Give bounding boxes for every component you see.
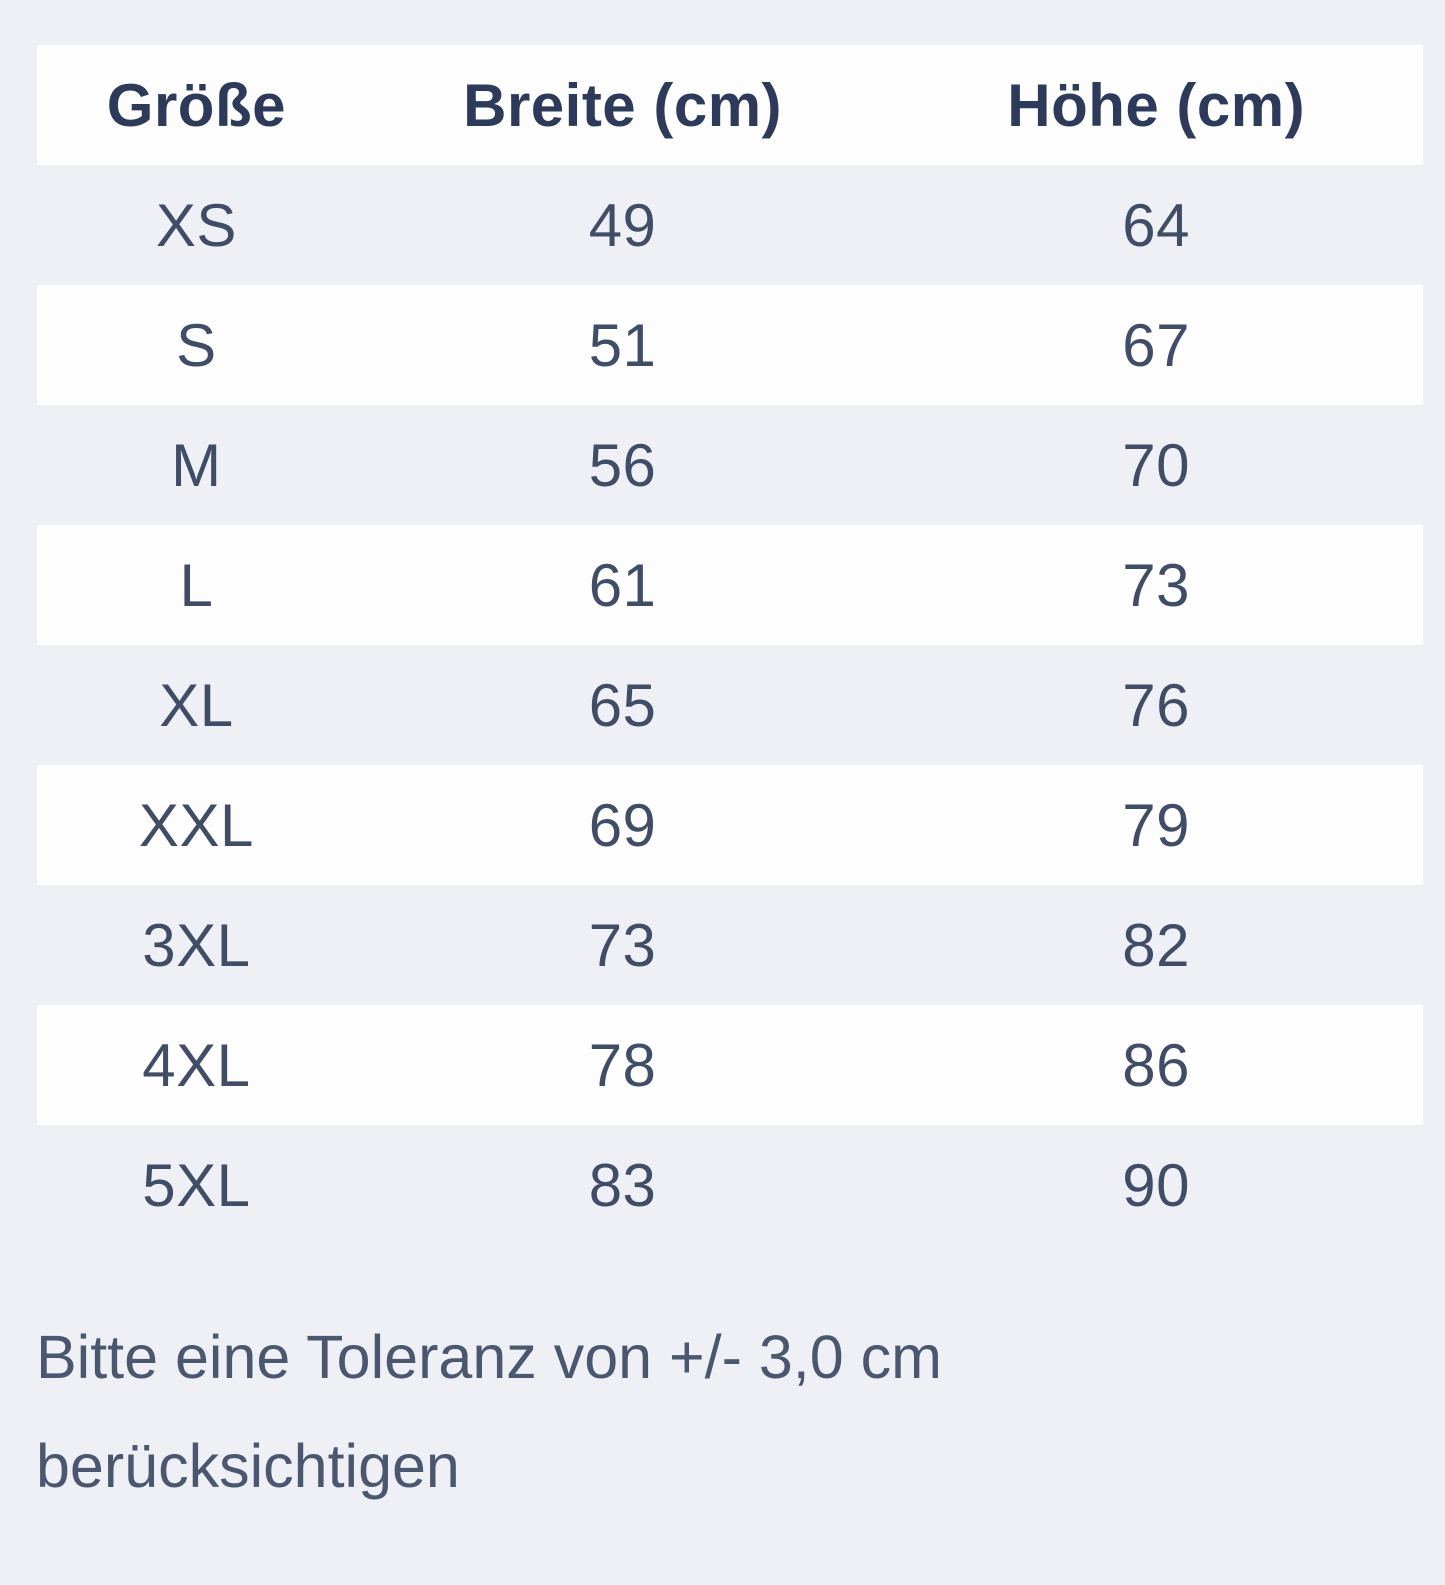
cell-breite: 61 bbox=[588, 551, 657, 619]
cell-breite: 78 bbox=[588, 1031, 657, 1099]
table-row-5xl: 5XL 83 90 bbox=[37, 1125, 1423, 1245]
header-cell-hoehe: Höhe (cm) bbox=[1007, 71, 1306, 139]
cell-hoehe: 67 bbox=[1122, 311, 1191, 379]
table-row-xs: XS 49 64 bbox=[37, 165, 1423, 285]
cell-hoehe: 82 bbox=[1122, 911, 1191, 979]
table-row-4xl: 4XL 78 86 bbox=[37, 1005, 1423, 1125]
table-row-3xl: 3XL 73 82 bbox=[37, 885, 1423, 1005]
table-row-m: M 56 70 bbox=[37, 405, 1423, 525]
cell-breite: 83 bbox=[588, 1151, 657, 1219]
table-header-row: Größe Breite (cm) Höhe (cm) bbox=[37, 45, 1423, 165]
table-row-s: S 51 67 bbox=[37, 285, 1423, 405]
tolerance-note-line1: Bitte eine Toleranz von +/- 3,0 cm bbox=[36, 1323, 942, 1391]
cell-size: XL bbox=[159, 671, 234, 739]
table-row-xl: XL 65 76 bbox=[37, 645, 1423, 765]
cell-size: 5XL bbox=[142, 1151, 251, 1219]
header-cell-breite: Breite (cm) bbox=[463, 71, 783, 139]
cell-size: L bbox=[179, 551, 214, 619]
cell-size: S bbox=[176, 311, 217, 379]
cell-hoehe: 79 bbox=[1122, 791, 1191, 859]
cell-breite: 65 bbox=[588, 671, 657, 739]
cell-size: XS bbox=[155, 191, 237, 259]
table-row-xxl: XXL 69 79 bbox=[37, 765, 1423, 885]
cell-hoehe: 86 bbox=[1122, 1031, 1191, 1099]
cell-size: 4XL bbox=[142, 1031, 251, 1099]
cell-breite: 49 bbox=[588, 191, 657, 259]
header-cell-groesse: Größe bbox=[106, 71, 286, 139]
cell-size: XXL bbox=[138, 791, 254, 859]
cell-hoehe: 70 bbox=[1122, 431, 1191, 499]
cell-hoehe: 64 bbox=[1122, 191, 1191, 259]
size-table: Größe Breite (cm) Höhe (cm) XS 49 64 S 5… bbox=[37, 45, 1423, 1245]
cell-hoehe: 73 bbox=[1122, 551, 1191, 619]
table-row-l: L 61 73 bbox=[37, 525, 1423, 645]
cell-breite: 56 bbox=[588, 431, 657, 499]
cell-breite: 51 bbox=[588, 311, 657, 379]
cell-breite: 69 bbox=[588, 791, 657, 859]
cell-size: 3XL bbox=[142, 911, 251, 979]
cell-hoehe: 90 bbox=[1122, 1151, 1191, 1219]
cell-hoehe: 76 bbox=[1122, 671, 1191, 739]
cell-breite: 73 bbox=[588, 911, 657, 979]
tolerance-note: Bitte eine Toleranz von +/- 3,0 cm berüc… bbox=[36, 1303, 1445, 1520]
cell-size: M bbox=[171, 431, 222, 499]
tolerance-note-line2: berücksichtigen bbox=[36, 1431, 460, 1500]
